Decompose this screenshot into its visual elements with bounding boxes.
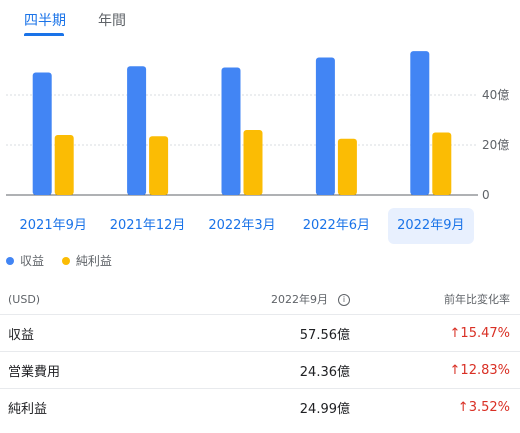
tab-quarterly[interactable]: 四半期	[24, 13, 66, 29]
y-tick-label: 40億	[482, 88, 509, 102]
net-income-bar[interactable]	[54, 135, 74, 195]
category-button[interactable]: 2021年9月	[19, 218, 87, 233]
tab-active-indicator	[24, 33, 64, 36]
row-change: ↑3.52%	[350, 388, 520, 425]
category-button[interactable]: 2022年9月	[387, 208, 474, 244]
legend-item-revenue: 収益	[6, 252, 44, 269]
row-value: 57.56億	[208, 314, 350, 352]
info-icon[interactable]: i	[338, 294, 350, 306]
category-button[interactable]: 2022年3月	[208, 218, 276, 233]
change-header: 前年比変化率	[444, 293, 510, 306]
table-row: 純利益 24.99億 ↑3.52%	[0, 388, 520, 425]
net-income-bar[interactable]	[149, 136, 169, 195]
period-label: 2022年9月	[271, 293, 328, 306]
category-button[interactable]: 2021年12月	[109, 218, 186, 233]
legend-label-revenue: 収益	[20, 254, 45, 268]
row-label: 収益	[0, 314, 208, 352]
row-change: ↑12.83%	[350, 351, 520, 389]
net-income-bar[interactable]	[243, 130, 263, 195]
revenue-bar[interactable]	[315, 57, 335, 196]
legend-label-net-income: 純利益	[75, 254, 112, 268]
net-income-bar[interactable]	[432, 132, 452, 195]
period-tabs: 四半期 年間	[0, 0, 520, 40]
net-income-bar[interactable]	[337, 138, 357, 195]
table-row: 収益 57.56億 ↑15.47%	[0, 314, 520, 352]
table-header-row: (USD) 2022年9月 i 前年比変化率	[0, 284, 520, 315]
chart-legend: 収益 純利益	[6, 252, 126, 269]
net-income-dot-icon	[61, 256, 70, 265]
financials-bar-chart: 40億 20億 0	[6, 51, 509, 202]
legend-item-net-income: 純利益	[61, 252, 112, 269]
period-header: 2022年9月 i	[208, 284, 350, 315]
revenue-bar[interactable]	[410, 51, 430, 195]
row-value: 24.99億	[208, 388, 350, 425]
category-button[interactable]: 2022年6月	[302, 218, 371, 233]
row-label: 営業費用	[0, 351, 208, 389]
category-selector: 2021年9月 2021年12月 2022年3月 2022年6月 2022年9月	[0, 208, 520, 248]
table-row: 営業費用 24.36億 ↑12.83%	[0, 351, 520, 389]
revenue-bar[interactable]	[127, 66, 147, 195]
revenue-dot-icon	[6, 256, 14, 265]
revenue-bar[interactable]	[32, 72, 52, 196]
y-tick-label: 0	[482, 188, 490, 202]
row-value: 24.36億	[208, 351, 350, 389]
revenue-bar[interactable]	[221, 67, 241, 196]
row-label: 純利益	[0, 388, 208, 425]
row-change: ↑15.47%	[350, 314, 520, 352]
y-tick-label: 20億	[482, 138, 509, 152]
tab-annual[interactable]: 年間	[98, 13, 126, 29]
currency-label: (USD)	[8, 292, 41, 306]
financials-table: (USD) 2022年9月 i 前年比変化率 収益 57.56億 ↑15.47% …	[0, 284, 520, 425]
